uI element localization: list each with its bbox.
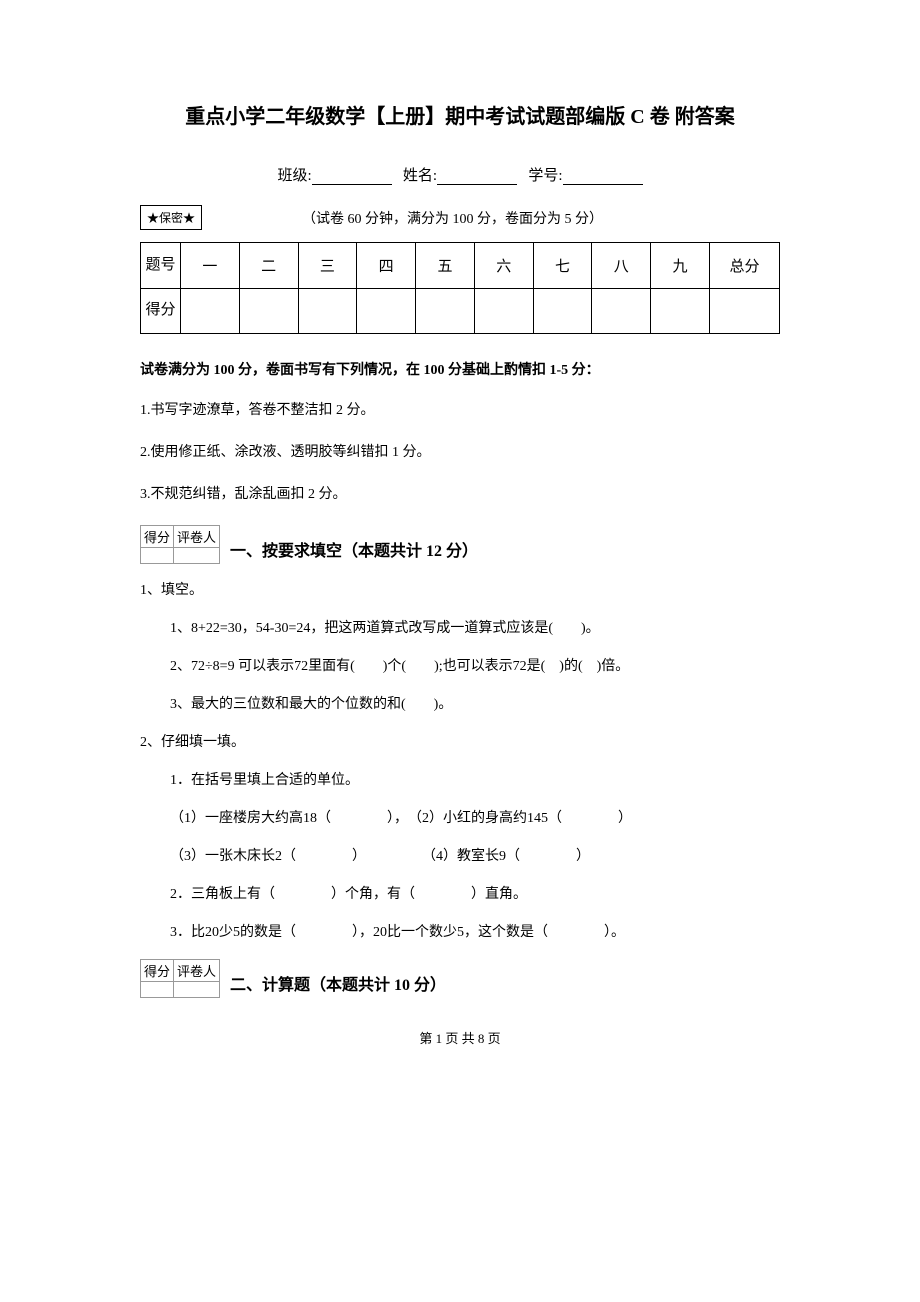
id-label: 学号: [528,168,562,184]
mini-empty-cell [174,981,220,997]
col-8: 八 [592,243,651,289]
score-cell [357,289,416,334]
grader-table: 得分 评卷人 [140,959,220,998]
exam-note: （试卷 60 分钟，满分为 100 分，卷面分为 5 分） [302,208,603,228]
q1-sub1: 1、8+22=30，54-30=24，把这两道算式改写成一道算式应该是( )。 [170,617,780,637]
page-footer: 第 1 页 共 8 页 [140,1028,780,1047]
name-label: 姓名: [403,168,437,184]
section-1-header: 得分 评卷人 一、按要求填空（本题共计 12 分） [140,525,780,564]
col-1: 一 [181,243,240,289]
q2-main: 2、仔细填一填。 [140,731,780,751]
section-2-title: 二、计算题（本题共计 10 分） [230,971,446,998]
col-9: 九 [651,243,710,289]
student-info-line: 班级: 姓名: 学号: [140,164,780,185]
name-blank [437,171,517,185]
mini-empty-cell [141,547,174,563]
q2-sub3: 3．比20少5的数是（ ），20比一个数少5，这个数是（ ）。 [170,921,780,941]
col-4: 四 [357,243,416,289]
section-1-title: 一、按要求填空（本题共计 12 分） [230,537,478,564]
col-3: 三 [298,243,357,289]
score-table-score-row: 得分 [141,289,780,334]
class-label: 班级: [277,168,311,184]
col-2: 二 [239,243,298,289]
q2-sub1a: （1）一座楼房大约高18（ ）， （2）小红的身高约145（ ） [170,807,780,827]
score-label: 得分 [141,289,181,334]
col-6: 六 [474,243,533,289]
col-5: 五 [416,243,475,289]
score-table: 题号 一 二 三 四 五 六 七 八 九 总分 得分 [140,242,780,334]
q1-main: 1、填空。 [140,579,780,599]
grader-table: 得分 评卷人 [140,525,220,564]
rule-2: 2.使用修正纸、涂改液、透明胶等纠错扣 1 分。 [140,441,780,461]
col-7: 七 [533,243,592,289]
id-blank [563,171,643,185]
score-cell [239,289,298,334]
section-2-header: 得分 评卷人 二、计算题（本题共计 10 分） [140,959,780,998]
q2-sub1: 1．在括号里填上合适的单位。 [170,769,780,789]
score-cell [474,289,533,334]
score-cell [592,289,651,334]
score-cell [651,289,710,334]
q2-sub1b: （3）一张木床长2（ ） （4）教室长9（ ） [170,845,780,865]
secret-badge: ★保密★ [140,205,202,230]
score-cell [298,289,357,334]
document-title: 重点小学二年级数学【上册】期中考试试题部编版 C 卷 附答案 [140,100,780,129]
q1-sub2: 2、72÷8=9 可以表示72里面有( )个( );也可以表示72是( )的( … [170,655,780,675]
scoring-note: 试卷满分为 100 分，卷面书写有下列情况，在 100 分基础上酌情扣 1-5 … [140,359,780,379]
mini-score-label: 得分 [141,959,174,981]
header-label: 题号 [141,243,181,289]
mini-grader-label: 评卷人 [174,525,220,547]
rule-1: 1.书写字迹潦草，答卷不整洁扣 2 分。 [140,399,780,419]
mini-score-label: 得分 [141,525,174,547]
mini-empty-cell [174,547,220,563]
score-cell [710,289,780,334]
rule-3: 3.不规范纠错，乱涂乱画扣 2 分。 [140,483,780,503]
secret-row: ★保密★ （试卷 60 分钟，满分为 100 分，卷面分为 5 分） [140,205,780,230]
score-cell [416,289,475,334]
col-total: 总分 [710,243,780,289]
class-blank [312,171,392,185]
score-table-header-row: 题号 一 二 三 四 五 六 七 八 九 总分 [141,243,780,289]
mini-empty-cell [141,981,174,997]
q2-sub2: 2．三角板上有（ ）个角，有（ ）直角。 [170,883,780,903]
q1-sub3: 3、最大的三位数和最大的个位数的和( )。 [170,693,780,713]
mini-grader-label: 评卷人 [174,959,220,981]
score-cell [181,289,240,334]
score-cell [533,289,592,334]
